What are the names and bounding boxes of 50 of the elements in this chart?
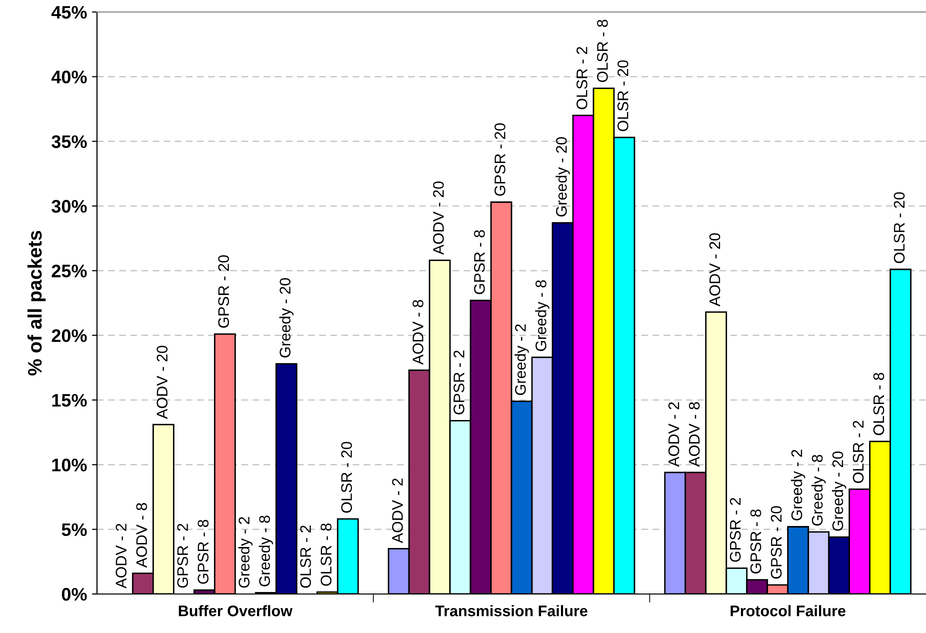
text: OLSR - 8 [320, 523, 332, 586]
text: AODV - 8 [136, 503, 148, 568]
x-tick-label: Buffer Overflow [178, 605, 292, 616]
y-tick-label: 25% [52, 264, 87, 278]
text: GPSR - 20 [494, 123, 506, 196]
text: Greedy - 8 [258, 516, 274, 586]
y-tick-label: 10% [52, 458, 87, 472]
text: OLSR - 2 [576, 47, 588, 110]
text: Greedy - 2 [238, 517, 253, 588]
y-tick-label: 30% [52, 200, 87, 213]
y-tick-label: 0% [62, 588, 87, 601]
text: GPSR - 2 [454, 350, 464, 414]
text: GPSR - 2 [177, 524, 188, 588]
text: Greedy - 20 [832, 451, 846, 531]
text: Greedy - 20 [279, 278, 294, 358]
text: Greedy - 8 [535, 280, 550, 351]
y-tick-label: 15% [52, 394, 87, 407]
x-tick-label: Protocol Failure [730, 605, 846, 616]
text: OLSR - 2 [852, 420, 864, 483]
y-tick-label: 5% [62, 523, 87, 536]
text: GPSR - 8 [750, 510, 762, 574]
text: Greedy - 2 [790, 450, 806, 520]
y-axis-title: % of all packets [27, 230, 46, 376]
text: AODV - 20 [709, 233, 720, 306]
y-tick-label: 20% [52, 329, 87, 342]
text: GPSR - 8 [474, 230, 485, 294]
y-tick-label: 40% [51, 70, 87, 84]
text: OLSR - 20 [341, 442, 352, 513]
x-tick-label: Transmission Failure [435, 605, 588, 616]
text: Greedy - 8 [811, 454, 826, 526]
text: Greedy - 20 [556, 137, 570, 216]
text: OLSR - 8 [873, 372, 884, 436]
y-tick-label: 35% [52, 135, 87, 148]
text: AODV - 2 [668, 402, 680, 467]
text: Greedy - 2 [514, 324, 529, 395]
text: GPSR - 20 [770, 506, 782, 579]
text: OLSR - 8 [597, 20, 608, 82]
text: AODV - 2 [116, 524, 127, 588]
text: OLSR - 20 [894, 192, 905, 264]
text: OLSR - 2 [300, 526, 311, 588]
text: AODV - 20 [433, 181, 444, 255]
text: AODV - 20 [156, 346, 168, 419]
text: OLSR - 20 [618, 60, 628, 132]
text: GPSR - 20 [218, 255, 230, 328]
text: GPSR - 2 [730, 498, 741, 562]
text: GPSR - 8 [198, 520, 209, 584]
text: AODV - 8 [412, 300, 424, 365]
text: AODV - 8 [688, 402, 700, 467]
y-tick-label: 45% [51, 6, 87, 19]
text: AODV - 2 [392, 478, 403, 544]
